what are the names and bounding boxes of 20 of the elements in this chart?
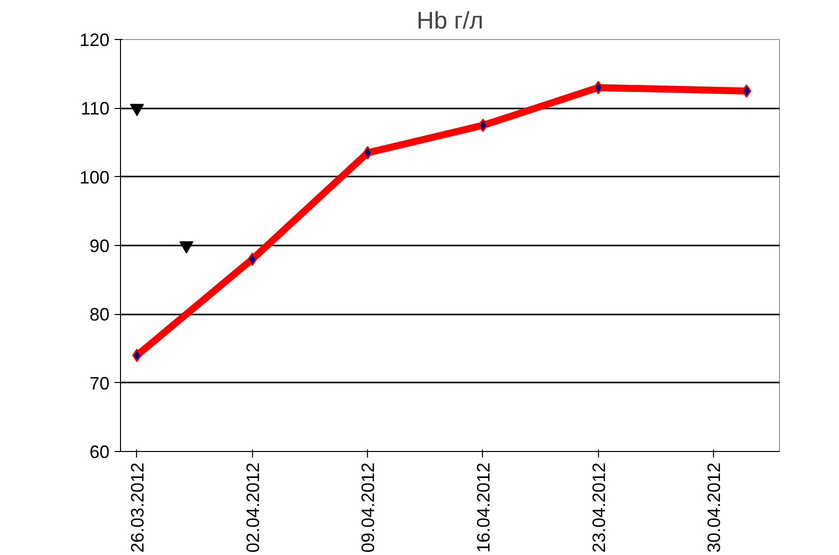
point — [362, 146, 372, 160]
y-tick-label: 80 — [89, 304, 110, 325]
y-tick-label: 120 — [79, 30, 110, 50]
chart-title: Hb г/л — [416, 8, 484, 34]
y-tick-label: 100 — [79, 167, 110, 188]
x-tick-label: 16.04.2012 — [473, 462, 494, 553]
point — [132, 348, 142, 362]
y-tick-label: 60 — [89, 442, 110, 462]
y-tick-label: 70 — [89, 373, 110, 394]
x-tick-label: 23.04.2012 — [588, 462, 609, 553]
point — [594, 80, 604, 94]
point — [742, 84, 752, 98]
y-tick-label: 90 — [89, 236, 110, 256]
x-tick-label: 26.03.2012 — [127, 462, 148, 553]
point — [478, 118, 488, 132]
x-tick-label: 30.04.2012 — [704, 462, 724, 553]
x-tick-label: 09.04.2012 — [358, 462, 378, 553]
x-tick-label: 02.04.2012 — [242, 462, 263, 553]
point — [248, 252, 258, 266]
y-tick-label: 110 — [80, 98, 110, 119]
